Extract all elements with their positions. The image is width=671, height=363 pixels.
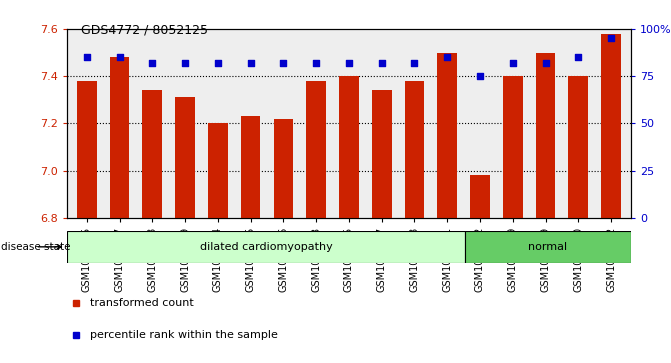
Bar [307,81,326,218]
Text: disease state: disease state [1,242,70,252]
Text: transformed count: transformed count [90,298,193,309]
Text: GDS4772 / 8052125: GDS4772 / 8052125 [81,24,207,37]
Bar [372,90,391,218]
Bar [67,231,465,263]
Bar [208,123,227,218]
Bar [339,76,359,218]
Bar [470,175,490,218]
Point [114,54,125,60]
Point [606,36,617,41]
Point [311,60,321,66]
Bar [175,97,195,218]
Text: dilated cardiomyopathy: dilated cardiomyopathy [200,242,332,252]
Bar [568,76,588,218]
Bar [109,57,130,218]
Text: normal: normal [528,242,568,252]
Bar [601,34,621,218]
Bar [465,231,631,263]
Point [180,60,191,66]
Bar [241,116,260,218]
Bar [405,81,424,218]
Bar [437,53,457,218]
Point [344,60,354,66]
Point [474,73,485,79]
Point [278,60,289,66]
Point [507,60,518,66]
Point [376,60,387,66]
Bar [274,119,293,218]
Point [81,54,92,60]
Point [540,60,551,66]
Bar [77,81,97,218]
Point [213,60,223,66]
Text: percentile rank within the sample: percentile rank within the sample [90,330,278,340]
Bar [503,76,523,218]
Point [409,60,420,66]
Point [573,54,584,60]
Point [147,60,158,66]
Point [245,60,256,66]
Bar [535,53,556,218]
Bar [142,90,162,218]
Point [442,54,453,60]
